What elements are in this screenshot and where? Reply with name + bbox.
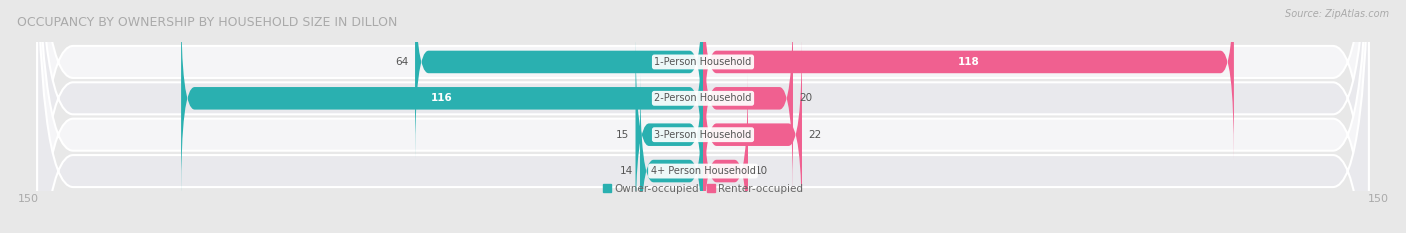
Text: 116: 116 (432, 93, 453, 103)
FancyBboxPatch shape (37, 0, 1369, 233)
Text: 10: 10 (755, 166, 768, 176)
FancyBboxPatch shape (415, 0, 703, 160)
FancyBboxPatch shape (703, 37, 801, 233)
Text: 3-Person Household: 3-Person Household (654, 130, 752, 140)
FancyBboxPatch shape (37, 0, 1369, 233)
Text: 118: 118 (957, 57, 980, 67)
Legend: Owner-occupied, Renter-occupied: Owner-occupied, Renter-occupied (599, 179, 807, 198)
FancyBboxPatch shape (181, 0, 703, 196)
Text: Source: ZipAtlas.com: Source: ZipAtlas.com (1285, 9, 1389, 19)
Text: 20: 20 (800, 93, 813, 103)
Text: OCCUPANCY BY OWNERSHIP BY HOUSEHOLD SIZE IN DILLON: OCCUPANCY BY OWNERSHIP BY HOUSEHOLD SIZE… (17, 16, 398, 29)
FancyBboxPatch shape (703, 73, 748, 233)
FancyBboxPatch shape (37, 0, 1369, 233)
Text: 2-Person Household: 2-Person Household (654, 93, 752, 103)
Text: 15: 15 (616, 130, 628, 140)
Text: 22: 22 (808, 130, 823, 140)
FancyBboxPatch shape (636, 37, 703, 233)
Text: 14: 14 (620, 166, 633, 176)
FancyBboxPatch shape (703, 0, 793, 196)
Text: 4+ Person Household: 4+ Person Household (651, 166, 755, 176)
FancyBboxPatch shape (37, 0, 1369, 233)
Text: 64: 64 (395, 57, 408, 67)
FancyBboxPatch shape (703, 0, 1234, 160)
Text: 1-Person Household: 1-Person Household (654, 57, 752, 67)
FancyBboxPatch shape (640, 73, 703, 233)
